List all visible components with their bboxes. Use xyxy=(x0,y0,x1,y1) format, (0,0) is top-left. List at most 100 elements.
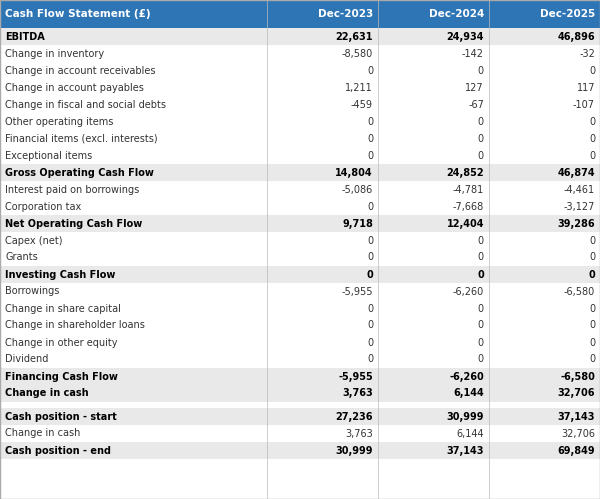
Bar xyxy=(0,300,267,317)
Bar xyxy=(489,181,600,198)
Bar xyxy=(489,368,600,385)
Bar xyxy=(378,283,489,300)
Bar xyxy=(378,181,489,198)
Bar xyxy=(489,442,600,459)
Bar xyxy=(0,147,267,164)
Bar xyxy=(378,317,489,334)
Bar xyxy=(489,28,600,45)
Text: 0: 0 xyxy=(367,337,373,347)
Text: 46,896: 46,896 xyxy=(557,31,595,41)
Text: 6,144: 6,144 xyxy=(457,429,484,439)
Bar xyxy=(0,79,267,96)
Bar xyxy=(0,425,267,442)
Bar xyxy=(378,45,489,62)
Text: 22,631: 22,631 xyxy=(335,31,373,41)
Text: 32,706: 32,706 xyxy=(557,389,595,399)
Bar xyxy=(378,368,489,385)
Text: 1,211: 1,211 xyxy=(345,82,373,92)
Bar xyxy=(0,113,267,130)
Text: -8,580: -8,580 xyxy=(342,48,373,58)
Bar xyxy=(0,45,267,62)
Bar xyxy=(489,425,600,442)
Text: -459: -459 xyxy=(351,99,373,109)
Text: Gross Operating Cash Flow: Gross Operating Cash Flow xyxy=(5,168,154,178)
Text: 32,706: 32,706 xyxy=(561,429,595,439)
Bar xyxy=(267,79,378,96)
Text: 27,236: 27,236 xyxy=(335,412,373,422)
Text: 0: 0 xyxy=(478,151,484,161)
Text: 3,763: 3,763 xyxy=(345,429,373,439)
Text: Cash position - start: Cash position - start xyxy=(5,412,117,422)
Text: Other operating items: Other operating items xyxy=(5,116,113,127)
Bar xyxy=(489,0,600,28)
Bar xyxy=(0,0,267,28)
Bar xyxy=(378,198,489,215)
Bar xyxy=(378,402,489,408)
Text: 0: 0 xyxy=(478,303,484,313)
Text: -5,955: -5,955 xyxy=(341,286,373,296)
Bar xyxy=(489,130,600,147)
Text: Financing Cash Flow: Financing Cash Flow xyxy=(5,371,118,382)
Bar xyxy=(0,283,267,300)
Text: 0: 0 xyxy=(589,65,595,75)
Bar xyxy=(267,249,378,266)
Bar xyxy=(489,334,600,351)
Bar xyxy=(378,300,489,317)
Text: -32: -32 xyxy=(579,48,595,58)
Bar xyxy=(267,300,378,317)
Bar xyxy=(378,147,489,164)
Bar xyxy=(378,408,489,425)
Bar xyxy=(267,215,378,232)
Text: Grants: Grants xyxy=(5,252,38,262)
Text: 46,874: 46,874 xyxy=(557,168,595,178)
Bar xyxy=(378,0,489,28)
Bar xyxy=(267,385,378,402)
Bar xyxy=(489,317,600,334)
Bar xyxy=(267,402,378,408)
Text: 37,143: 37,143 xyxy=(446,446,484,456)
Text: 0: 0 xyxy=(367,65,373,75)
Text: Cash position - end: Cash position - end xyxy=(5,446,111,456)
Bar xyxy=(267,425,378,442)
Bar xyxy=(489,198,600,215)
Text: 0: 0 xyxy=(588,269,595,279)
Text: 0: 0 xyxy=(367,134,373,144)
Bar xyxy=(267,62,378,79)
Text: -6,580: -6,580 xyxy=(560,371,595,382)
Text: 0: 0 xyxy=(367,354,373,364)
Text: 0: 0 xyxy=(367,151,373,161)
Text: Exceptional items: Exceptional items xyxy=(5,151,92,161)
Text: 37,143: 37,143 xyxy=(557,412,595,422)
Text: 0: 0 xyxy=(589,151,595,161)
Text: 0: 0 xyxy=(589,354,595,364)
Bar xyxy=(489,283,600,300)
Text: Capex (net): Capex (net) xyxy=(5,236,62,246)
Text: 0: 0 xyxy=(478,65,484,75)
Text: -4,461: -4,461 xyxy=(564,185,595,195)
Bar xyxy=(0,459,600,499)
Bar xyxy=(267,334,378,351)
Text: Change in account payables: Change in account payables xyxy=(5,82,144,92)
Text: Financial items (excl. interests): Financial items (excl. interests) xyxy=(5,134,158,144)
Bar xyxy=(489,351,600,368)
Text: 9,718: 9,718 xyxy=(342,219,373,229)
Text: -6,260: -6,260 xyxy=(453,286,484,296)
Bar xyxy=(0,181,267,198)
Bar xyxy=(489,79,600,96)
Bar xyxy=(267,130,378,147)
Bar xyxy=(0,62,267,79)
Bar xyxy=(0,28,267,45)
Bar xyxy=(489,62,600,79)
Text: -107: -107 xyxy=(573,99,595,109)
Bar xyxy=(267,181,378,198)
Text: Change in cash: Change in cash xyxy=(5,389,89,399)
Text: 117: 117 xyxy=(577,82,595,92)
Text: 30,999: 30,999 xyxy=(446,412,484,422)
Text: Dec-2023: Dec-2023 xyxy=(318,9,373,19)
Text: 0: 0 xyxy=(366,269,373,279)
Text: Change in cash: Change in cash xyxy=(5,429,80,439)
Bar xyxy=(267,45,378,62)
Text: 0: 0 xyxy=(477,269,484,279)
Text: 3,763: 3,763 xyxy=(342,389,373,399)
Text: Change in fiscal and social debts: Change in fiscal and social debts xyxy=(5,99,166,109)
